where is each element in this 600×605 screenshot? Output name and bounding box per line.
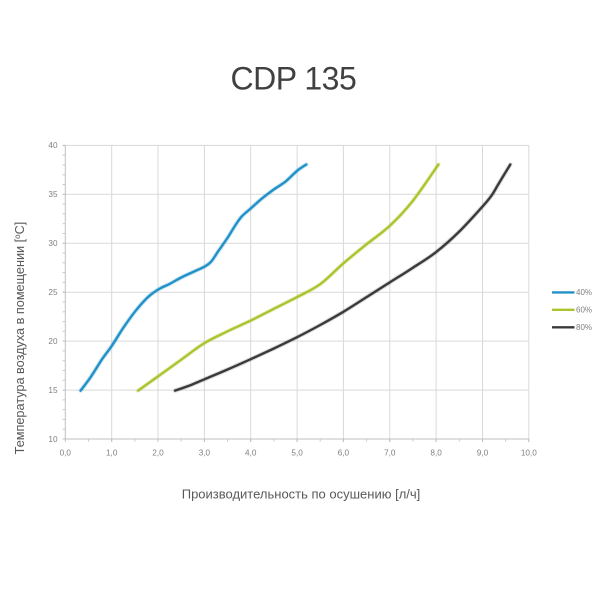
svg-text:15: 15: [48, 386, 58, 395]
svg-text:Производительность по осушению: Производительность по осушению [л/ч]: [182, 487, 421, 502]
svg-text:40: 40: [48, 141, 58, 150]
svg-text:9,0: 9,0: [477, 448, 489, 457]
svg-text:3,0: 3,0: [199, 448, 211, 457]
svg-text:60%: 60%: [576, 306, 592, 315]
svg-text:8,0: 8,0: [430, 448, 442, 457]
svg-text:10,0: 10,0: [521, 448, 537, 457]
svg-text:7,0: 7,0: [384, 448, 396, 457]
svg-text:6,0: 6,0: [338, 448, 350, 457]
svg-text:2,0: 2,0: [152, 448, 164, 457]
svg-text:CDP 135: CDP 135: [231, 61, 357, 97]
svg-text:1,0: 1,0: [106, 448, 118, 457]
svg-text:20: 20: [48, 337, 58, 346]
svg-text:40%: 40%: [576, 288, 592, 297]
svg-text:80%: 80%: [576, 323, 592, 332]
svg-text:35: 35: [48, 190, 58, 199]
svg-text:Температура воздуха в помещени: Температура воздуха в помещении [oC]: [13, 222, 28, 455]
svg-text:4,0: 4,0: [245, 448, 257, 457]
svg-text:30: 30: [48, 239, 58, 248]
svg-text:5,0: 5,0: [291, 448, 303, 457]
svg-text:0,0: 0,0: [60, 448, 72, 457]
svg-text:25: 25: [48, 288, 58, 297]
svg-text:10: 10: [48, 435, 58, 444]
